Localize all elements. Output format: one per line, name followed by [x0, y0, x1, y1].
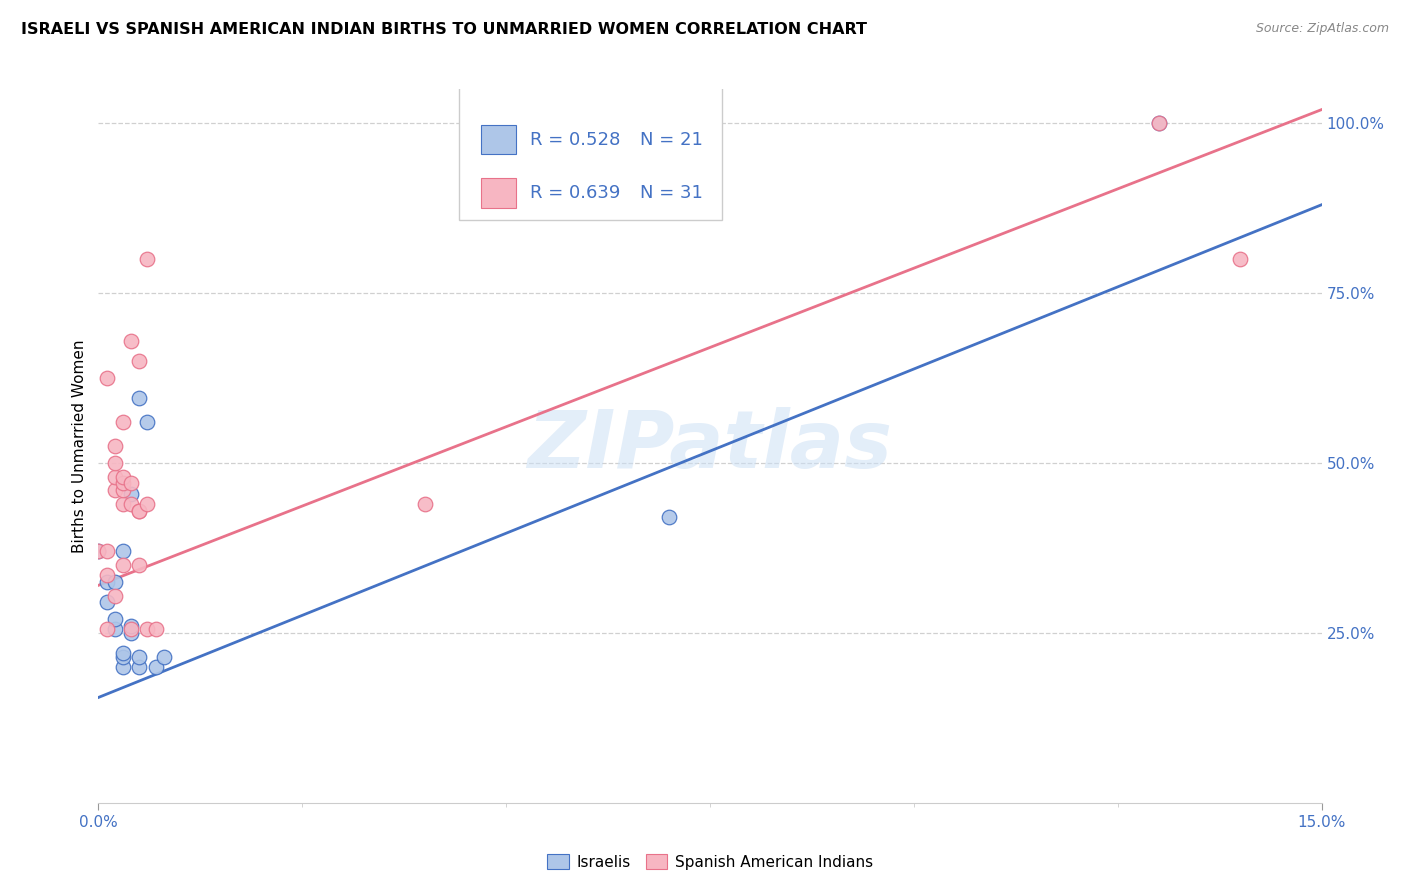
Point — [96, 568, 118, 582]
Point — [87, 544, 110, 558]
Point — [111, 558, 134, 572]
Point — [120, 497, 142, 511]
FancyBboxPatch shape — [481, 178, 516, 208]
Point — [96, 595, 118, 609]
Point — [128, 503, 150, 517]
Point — [111, 469, 134, 483]
Point — [111, 646, 134, 660]
Point — [111, 660, 134, 674]
Point — [111, 415, 134, 429]
Point — [128, 558, 150, 572]
Point — [104, 623, 127, 637]
Point — [152, 649, 174, 664]
Point — [96, 544, 118, 558]
Point — [104, 439, 127, 453]
Point — [1229, 252, 1251, 266]
Point — [96, 623, 118, 637]
Point — [413, 497, 436, 511]
Point — [111, 483, 134, 498]
FancyBboxPatch shape — [481, 125, 516, 154]
Text: R = 0.639: R = 0.639 — [530, 184, 620, 202]
FancyBboxPatch shape — [460, 87, 723, 219]
Point — [136, 252, 159, 266]
Point — [96, 371, 118, 385]
Point — [1147, 116, 1170, 130]
Point — [128, 649, 150, 664]
Point — [136, 497, 159, 511]
Point — [128, 392, 150, 406]
Text: ZIPatlas: ZIPatlas — [527, 407, 893, 485]
Point — [104, 589, 127, 603]
Text: N = 31: N = 31 — [640, 184, 703, 202]
Point — [1147, 116, 1170, 130]
Point — [128, 660, 150, 674]
Point — [136, 623, 159, 637]
Text: Source: ZipAtlas.com: Source: ZipAtlas.com — [1256, 22, 1389, 36]
Point — [120, 626, 142, 640]
Point — [120, 623, 142, 637]
Text: R = 0.528: R = 0.528 — [530, 130, 620, 148]
Point — [96, 574, 118, 589]
Point — [87, 544, 110, 558]
Text: ISRAELI VS SPANISH AMERICAN INDIAN BIRTHS TO UNMARRIED WOMEN CORRELATION CHART: ISRAELI VS SPANISH AMERICAN INDIAN BIRTH… — [21, 22, 868, 37]
Point — [145, 660, 167, 674]
Point — [128, 354, 150, 368]
Point — [120, 486, 142, 500]
Point — [111, 649, 134, 664]
Text: N = 21: N = 21 — [640, 130, 703, 148]
Point — [145, 623, 167, 637]
Point — [120, 334, 142, 348]
Point — [658, 510, 681, 524]
Y-axis label: Births to Unmarried Women: Births to Unmarried Women — [72, 339, 87, 553]
Point — [120, 619, 142, 633]
Legend: Israelis, Spanish American Indians: Israelis, Spanish American Indians — [540, 847, 880, 877]
Point — [111, 544, 134, 558]
Point — [128, 503, 150, 517]
Point — [104, 483, 127, 498]
Point — [104, 574, 127, 589]
Point — [136, 415, 159, 429]
Point — [111, 476, 134, 491]
Point — [111, 497, 134, 511]
Point — [104, 456, 127, 470]
Point — [104, 469, 127, 483]
Point — [120, 476, 142, 491]
Point — [104, 612, 127, 626]
